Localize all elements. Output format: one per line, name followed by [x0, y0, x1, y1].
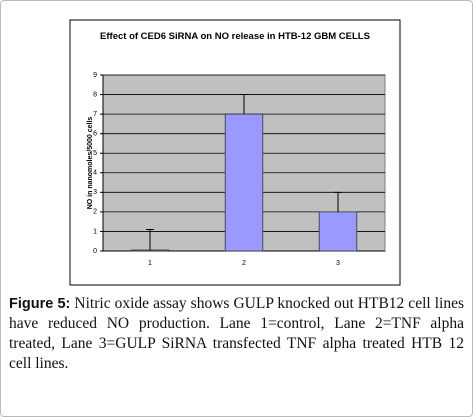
y-axis-label: NO in nanomoles/5000 cells: [87, 117, 94, 210]
y-tick-label: 3: [93, 189, 97, 196]
figure-caption: Figure 5: Nitric oxide assay shows GULP …: [9, 294, 464, 374]
error-bar: [334, 191, 342, 212]
y-tick-label: 2: [93, 209, 97, 216]
chart-title: Effect of CED6 SiRNA on NO release in HT…: [100, 31, 370, 42]
bar: [224, 113, 264, 252]
error-bar: [146, 228, 154, 251]
x-tick-label: 3: [336, 260, 340, 267]
bar: [318, 211, 358, 252]
bar: [130, 249, 170, 252]
caption-label: Figure 5:: [9, 296, 71, 312]
x-tick-label: 2: [242, 260, 246, 267]
y-tick-label: 9: [93, 72, 97, 79]
error-bar: [240, 94, 248, 115]
y-tick-label: 7: [93, 111, 97, 118]
y-tick-label: 8: [93, 91, 97, 98]
y-tick-label: 5: [93, 150, 97, 157]
y-tick-label: 1: [93, 228, 97, 235]
x-tick-label: 1: [148, 260, 152, 267]
caption-text: Nitric oxide assay shows GULP knocked ou…: [9, 295, 464, 372]
y-tick-label: 4: [93, 170, 97, 177]
y-tick-label: 6: [93, 131, 97, 138]
y-tick-label: 0: [93, 248, 97, 255]
